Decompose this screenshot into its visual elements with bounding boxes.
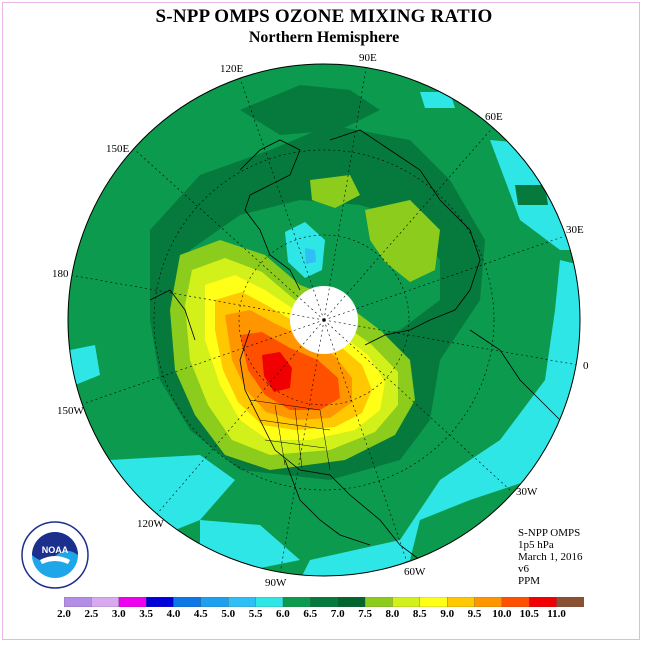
- label-150w: 150W: [57, 405, 84, 417]
- info-level: 1p5 hPa: [518, 539, 554, 551]
- colorbar-tick-label: 5.0: [221, 608, 236, 620]
- label-60e: 60E: [485, 111, 503, 123]
- colorbar-tick-label: 10.5: [519, 608, 539, 620]
- colorbar-tick-label: 3.0: [111, 608, 126, 620]
- info-instrument: S-NPP OMPS: [518, 527, 581, 539]
- label-180: 180: [52, 268, 69, 280]
- noaa-logo: NOAA: [20, 520, 90, 590]
- colorbar-tick-label: 2.5: [84, 608, 99, 620]
- label-30e: 30E: [566, 224, 584, 236]
- field-5-5-pole: [285, 222, 325, 278]
- colorbar-swatch-4.5: [200, 597, 229, 607]
- map-subtitle: Northern Hemisphere: [248, 29, 400, 46]
- colorbar-swatch-3.5: [145, 597, 174, 607]
- colorbar-tick-label: 9.5: [467, 608, 482, 620]
- colorbar-tick-label: 4.5: [193, 608, 208, 620]
- colorbar-tick-label: 6.0: [276, 608, 290, 620]
- field-7-5-north: [310, 175, 360, 208]
- colorbar-swatch-9.0: [447, 597, 475, 607]
- label-120e: 120E: [220, 63, 244, 75]
- field-cyan-west: [70, 345, 100, 385]
- graticule: [69, 67, 579, 575]
- field-10-5: [262, 352, 292, 392]
- label-0: 0: [583, 360, 589, 372]
- ozone-field: [68, 64, 580, 576]
- label-30w: 30W: [516, 486, 538, 498]
- colorbar-swatch-6.0: [282, 597, 311, 607]
- label-90e: 90E: [359, 52, 377, 64]
- field-6-5-north: [240, 85, 380, 135]
- colorbar-swatch-7.0: [337, 597, 366, 607]
- colorbar-swatch-8.5: [419, 597, 448, 607]
- colorbar-swatch-8.0: [392, 597, 421, 607]
- colorbar-swatch-5.0: [228, 597, 257, 607]
- info-version: v6: [518, 563, 529, 575]
- colorbar-tick-label: 7.5: [358, 608, 372, 620]
- colorbar-swatch-7.5: [364, 597, 393, 607]
- colorbar-swatch-6.5: [310, 597, 339, 607]
- colorbar-tick-label: 3.5: [139, 608, 153, 620]
- label-90w: 90W: [265, 577, 287, 589]
- noaa-emblem-icon: NOAA: [21, 521, 89, 589]
- colorbar-tick-label: 5.5: [248, 608, 263, 620]
- colorbar-tick-label: 11.0: [547, 608, 566, 620]
- colorbar-swatch-10.0: [501, 597, 530, 607]
- label-120w: 120W: [137, 518, 164, 530]
- us-state-lines: [249, 399, 331, 471]
- coastlines: [149, 129, 561, 561]
- colorbar-swatch-2.0: [64, 597, 92, 607]
- figure-frame: [2, 2, 640, 640]
- colorbar-swatch-9.5: [474, 597, 503, 607]
- map-title: S-NPP OMPS OZONE MIXING RATIO: [155, 6, 493, 27]
- colorbar-tick-label: 8.0: [385, 608, 400, 620]
- colorbar-tick-label: 4.0: [166, 608, 181, 620]
- info-block: S-NPP OMPS 1p5 hPa March 1, 2016 v6 PPM: [518, 527, 582, 587]
- colorbar-tick-label: 9.0: [440, 608, 455, 620]
- colorbar-swatch-10.5: [529, 597, 558, 607]
- colorbar-swatch-2.5: [91, 597, 120, 607]
- info-units: PPM: [518, 575, 541, 587]
- field-cyan-north: [420, 92, 455, 108]
- label-150e: 150E: [106, 143, 130, 155]
- noaa-wordmark: NOAA: [42, 545, 69, 555]
- colorbar-swatch-5.5: [255, 597, 284, 607]
- colorbar-tick-label: 8.5: [412, 608, 427, 620]
- field-cyan-southeast: [300, 260, 580, 576]
- colorbar-tick-label: 7.0: [330, 608, 345, 620]
- label-60w: 60W: [404, 566, 426, 578]
- colorbar-tick-label: 10.0: [492, 608, 512, 620]
- colorbar-swatch-3.0: [118, 597, 147, 607]
- info-date: March 1, 2016: [518, 551, 583, 563]
- map-border: [67, 63, 581, 577]
- field-5-0-pole: [305, 248, 316, 264]
- field-7-5-east: [365, 200, 440, 282]
- colorbar-tick-label: 2.0: [57, 608, 71, 620]
- colorbar-swatch-4.0: [173, 597, 202, 607]
- colorbar: [64, 597, 584, 607]
- colorbar-swatch-11.0: [556, 597, 584, 607]
- colorbar-tick-label: 6.5: [303, 608, 318, 620]
- field-6-5-east: [515, 185, 548, 205]
